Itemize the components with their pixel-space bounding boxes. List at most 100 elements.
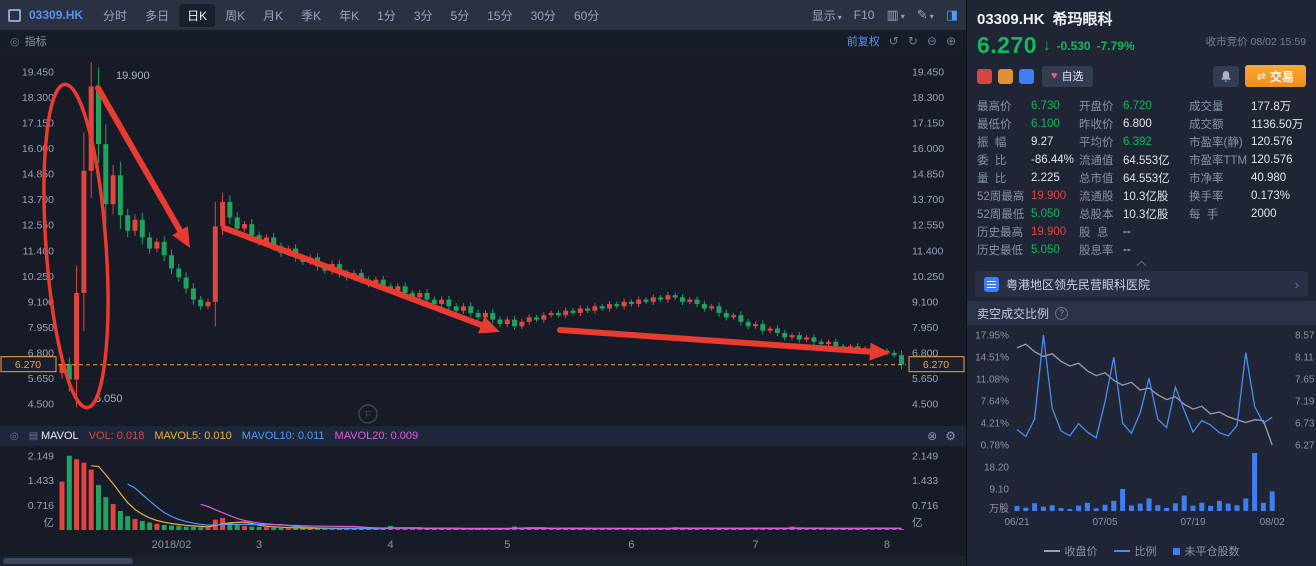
svg-text:0.78%: 0.78%	[981, 441, 1009, 452]
adjust-mode-button[interactable]: 前复权	[846, 36, 880, 48]
trade-arrows-icon: ⇄	[1256, 70, 1266, 83]
stat-row: 流通值 64.553亿	[1079, 151, 1187, 169]
svg-text:17.95%: 17.95%	[975, 331, 1009, 342]
svg-text:1.433: 1.433	[28, 475, 54, 487]
svg-text:8.57: 8.57	[1295, 331, 1315, 342]
stat-row: 最高价 6.730	[977, 97, 1077, 115]
timeframe-tab-季K[interactable]: 季K	[301, 8, 322, 23]
stat-value: 6.730	[1031, 100, 1060, 112]
short-selling-chart[interactable]: 17.95% 14.51% 11.08% 7.64% 4.21% 0.78% 18.20 9.…	[967, 325, 1316, 541]
timeframe-tab-日K[interactable]: 日K	[179, 3, 216, 27]
chevron-up-icon	[1136, 260, 1147, 271]
stat-label: 平均价	[1079, 137, 1114, 149]
stat-label: 成交额	[1189, 119, 1224, 131]
display-dropdown[interactable]: 显示 ▾	[812, 7, 842, 24]
document-icon	[984, 276, 999, 292]
subbar-right: 前复权 ↺ ↻ ⊖ ⊕	[847, 33, 956, 49]
f10-button[interactable]: F10	[853, 8, 875, 22]
volume-chart[interactable]: 2.149 2.149 1.433 1.433 0.716 0.716 亿 亿 2018/02 3…	[0, 446, 966, 556]
timeframe-tab-5分[interactable]: 5分	[450, 8, 470, 23]
display-label: 显示	[811, 8, 836, 23]
svg-text:13.700: 13.700	[912, 194, 944, 206]
stat-value: 9.27	[1031, 136, 1054, 148]
trade-button[interactable]: ⇄ 交易	[1244, 65, 1306, 87]
timeframe-tab-月K[interactable]: 月K	[263, 8, 284, 23]
timeframe-tab-15分[interactable]: 15分	[487, 8, 513, 23]
stat-label: 总市值	[1079, 173, 1114, 185]
stat-label: 最低价	[977, 119, 1012, 131]
svg-text:17.150: 17.150	[912, 118, 944, 130]
alert-bell-button[interactable]	[1212, 65, 1239, 87]
stat-row: 市盈率(静) 120.576	[1189, 133, 1310, 151]
last-price: 6.270	[977, 32, 1038, 58]
timeframe-tab-多日[interactable]: 多日	[145, 8, 170, 23]
svg-text:14.51%: 14.51%	[975, 353, 1009, 364]
quote-header: 03309.HK 希玛眼科	[967, 6, 1316, 29]
volume-panel-header: ◎ ▤ MAVOL VOL: 0.018 MAVOL5: 0.010 MAVOL…	[0, 426, 966, 446]
svg-text:5.650: 5.650	[912, 373, 938, 385]
collapse-stats-button[interactable]	[967, 259, 1316, 271]
timeframe-tab-3分[interactable]: 3分	[413, 8, 433, 23]
svg-text:7.65: 7.65	[1295, 375, 1315, 386]
svg-text:6.73: 6.73	[1295, 419, 1315, 430]
stat-label: 每 手	[1189, 209, 1219, 221]
stat-row: 平均价 6.392	[1079, 133, 1187, 151]
svg-text:9.10: 9.10	[990, 485, 1010, 496]
timeframe-tab-30分[interactable]: 30分	[530, 8, 556, 23]
timeframe-tabs: 分时 多日 日K 周K 月K 季K 年K 1分 3分 5分 15分 30分 60分	[95, 3, 607, 27]
panel-toggle-icon[interactable]: ◨	[945, 7, 958, 22]
svg-text:16.000: 16.000	[912, 143, 944, 155]
market-badge-red-icon	[977, 68, 992, 84]
timeframe-tab-周K[interactable]: 周K	[225, 8, 246, 23]
stat-label: 历史最低	[977, 245, 1023, 257]
price-change-pct: -7.79%	[1096, 38, 1135, 53]
indicator-label[interactable]: 指标	[24, 36, 47, 48]
svg-text:7.64%: 7.64%	[981, 397, 1009, 408]
toolbar-right: 显示 ▾ F10 ▥ ▾ ✎ ▾ ◨	[812, 7, 958, 24]
mavol-tab[interactable]: ▤ MAVOL	[29, 430, 79, 442]
svg-text:12.550: 12.550	[22, 220, 54, 232]
timeframe-tab-分时[interactable]: 分时	[103, 8, 128, 23]
company-profile-banner[interactable]: 粤港地区领先民营眼科医院 ›	[975, 271, 1308, 297]
timeframe-tab-年K[interactable]: 年K	[339, 8, 360, 23]
stats-column: 成交量 177.8万 成交额 1136.50万 市盈率(静) 120.576 市盈率TTM 1…	[1189, 97, 1310, 259]
svg-text:0.716: 0.716	[28, 500, 54, 512]
legend-item: 未平仓股数	[1172, 543, 1240, 559]
svg-text:7.950: 7.950	[912, 322, 938, 334]
undo-icon[interactable]: ↺	[888, 34, 899, 48]
svg-text:07/05: 07/05	[1092, 517, 1117, 528]
zoom-in-icon[interactable]: ⊕	[945, 34, 956, 48]
stat-row: 历史最高 19.900	[977, 223, 1077, 241]
chart-style-icon[interactable]: ▥ ▾	[886, 7, 905, 22]
bell-icon	[1221, 70, 1231, 82]
drawing-tools-icon[interactable]: ✎ ▾	[916, 7, 934, 22]
redo-icon[interactable]: ↻	[907, 34, 918, 48]
stats-column: 最高价 6.730 最低价 6.100 振 幅 9.27 委 比 -86.44% 量 比 2.22…	[977, 97, 1077, 259]
timeframe-tab-1分[interactable]: 1分	[377, 8, 396, 23]
svg-text:亿: 亿	[44, 516, 55, 529]
legend-item: 比例	[1113, 543, 1157, 559]
horizontal-scrollbar[interactable]	[0, 556, 966, 566]
add-watchlist-button[interactable]: ♥ 自选	[1042, 65, 1093, 87]
zoom-out-icon[interactable]: ⊖	[926, 34, 937, 48]
timeframe-tab-60分[interactable]: 60分	[573, 8, 600, 23]
chevron-down-icon: ▾	[929, 12, 934, 21]
stat-value: 19.900	[1031, 190, 1067, 202]
stat-value: 40.980	[1251, 172, 1287, 184]
stat-value: 5.050	[1031, 208, 1060, 220]
stat-row: 每 手 2000	[1189, 205, 1310, 223]
symbol-label[interactable]: 03309.HK	[29, 8, 84, 22]
scrollbar-thumb[interactable]	[3, 558, 133, 564]
help-icon[interactable]: ?	[1055, 306, 1069, 320]
badge-row: ♥ 自选 ⇄ 交易	[967, 59, 1316, 91]
stat-label: 总股本	[1079, 209, 1114, 221]
trade-label: 交易	[1269, 69, 1294, 84]
app-window-icon[interactable]	[8, 8, 21, 22]
svg-text:6.270: 6.270	[923, 359, 949, 371]
stat-label: 昨收价	[1079, 119, 1114, 131]
close-indicator-icon[interactable]: ⊗	[927, 429, 938, 443]
indicator-settings-icon[interactable]: ⚙	[945, 429, 956, 443]
svg-text:10.250: 10.250	[22, 271, 54, 283]
